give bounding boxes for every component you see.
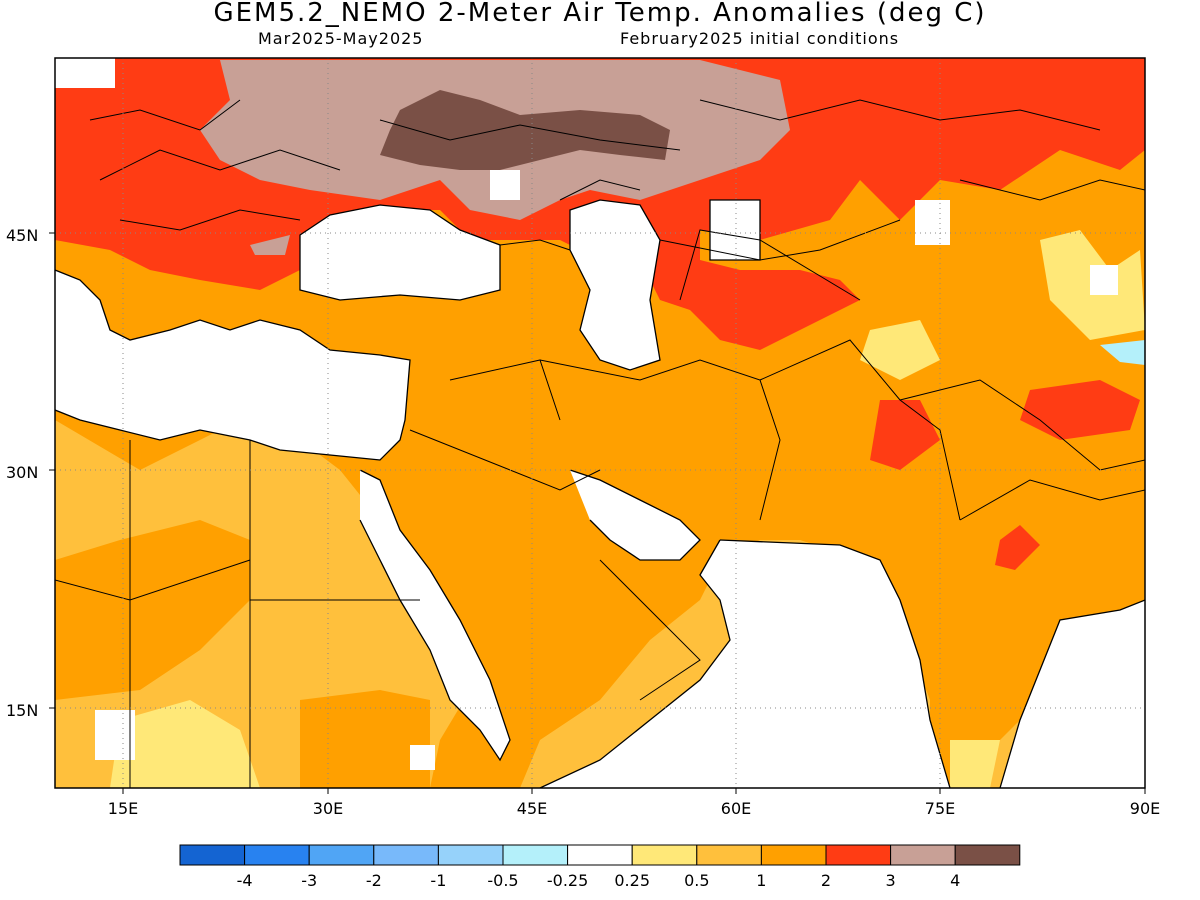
colorbar-tick-label: -3 — [301, 871, 317, 890]
no-signal-patch — [490, 170, 520, 200]
initial-conditions-label: February2025 initial conditions — [620, 29, 900, 48]
axis-ticks — [49, 232, 1146, 794]
anomaly-fill-0-0.5 — [950, 740, 1000, 788]
colorbar-tick-label: 1 — [756, 871, 766, 890]
colorbar-swatch — [308, 844, 375, 866]
forecast-period: Mar2025-May2025 — [258, 29, 424, 48]
colorbar-tick-label: -2 — [366, 871, 382, 890]
anomaly-fill-1-2 — [55, 520, 250, 700]
lon-label: 45E — [517, 799, 547, 818]
sea-mask-persian-gulf — [570, 470, 700, 560]
lat-label: 45N — [6, 226, 38, 245]
colorbar-tick-label: 3 — [886, 871, 896, 890]
colorbar-tick-label: -0.5 — [487, 871, 518, 890]
map-title: GEM5.2_NEMO 2-Meter Air Temp. Anomalies … — [213, 0, 987, 28]
anomaly-fill-3-4 — [250, 235, 290, 255]
anomaly-fill-0-0.5 — [860, 320, 940, 380]
colorbar-swatch — [244, 844, 310, 866]
colorbar-tick-label: 0.5 — [684, 871, 709, 890]
map-area — [55, 58, 1145, 788]
no-signal-patch — [410, 745, 435, 770]
colorbar-swatch — [631, 844, 698, 866]
sea-mask-mediterranean — [55, 270, 410, 460]
anomaly-fill-0-0.5 — [110, 700, 260, 788]
colorbar-swatch — [179, 844, 246, 866]
colorbar-tick-label: 2 — [821, 871, 831, 890]
colorbar-swatch — [696, 844, 762, 866]
colorbar-tick-label: -4 — [237, 871, 253, 890]
colorbar-tick-label: 4 — [950, 871, 960, 890]
anomaly-fill-neg-0.25 — [1100, 340, 1145, 365]
sea-mask-red-sea — [360, 470, 510, 760]
sea-mask-caspian — [570, 200, 660, 370]
colorbar-swatch — [502, 844, 569, 866]
colorbar-swatch — [890, 844, 956, 866]
lon-label: 60E — [721, 799, 751, 818]
sea-mask-black-sea — [300, 205, 500, 300]
lon-label: 75E — [925, 799, 955, 818]
colorbar-swatch — [760, 844, 827, 866]
anomaly-fill-2-3 — [1020, 380, 1140, 440]
coastlines — [55, 199, 1145, 788]
sea-mask-baltic — [55, 58, 115, 88]
colorbar-tick-label: 0.25 — [614, 871, 650, 890]
sea-mask-bay-of-bengal — [1000, 600, 1145, 788]
graticule — [55, 58, 1145, 788]
map-frame — [54, 57, 1146, 789]
lon-label: 90E — [1130, 799, 1160, 818]
country-borders — [55, 99, 1145, 788]
colorbar-swatch — [437, 844, 504, 866]
anomaly-fill-2-3 — [870, 400, 940, 470]
colorbar: -4 -3 -2 -1 -0.5 -0.25 0.25 0.5 1 2 3 4 — [179, 844, 1021, 890]
lon-label: 15E — [108, 799, 138, 818]
anomaly-fill-1-2 — [300, 690, 430, 788]
no-signal-patch — [95, 710, 135, 760]
colorbar-tick-label: -1 — [430, 871, 446, 890]
no-signal-patch — [1090, 265, 1118, 295]
colorbar-tick-label: -0.25 — [547, 871, 588, 890]
colorbar-swatch — [373, 844, 439, 866]
colorbar-swatch — [825, 844, 892, 866]
anomaly-fill-2-3 — [995, 525, 1040, 570]
lake-mask-balkhash — [915, 200, 950, 245]
lat-label: 15N — [6, 701, 38, 720]
colorbar-swatch — [954, 844, 1021, 866]
lat-label: 30N — [6, 463, 38, 482]
anomaly-fill-gt4 — [380, 90, 670, 170]
lon-label: 30E — [313, 799, 343, 818]
colorbar-swatch — [567, 844, 633, 866]
lake-mask-aral — [710, 200, 760, 260]
